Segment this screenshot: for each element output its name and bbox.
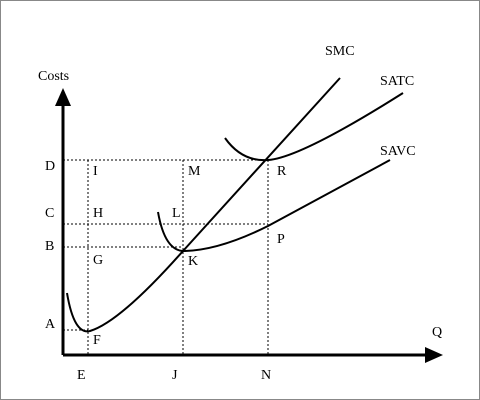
curve-label: SMC [325,44,355,59]
axes [55,88,443,363]
point-label: F [93,333,101,348]
satc-curve [224,92,404,162]
point-label: I [93,164,98,179]
x-axis-label: Q [432,325,442,340]
point-label: L [172,206,181,221]
smc-curve [66,77,341,333]
savc-curve [157,159,391,253]
curve-label: SAVC [380,144,416,159]
point-label: H [93,206,103,221]
point-label: E [77,368,86,383]
point-label: B [45,239,54,254]
point-label: D [45,159,55,174]
point-label: N [261,368,271,383]
point-label: R [277,164,287,179]
point-label: M [188,164,201,179]
y-axis-label: Costs [38,69,69,84]
guides [63,159,269,355]
point-label: C [45,206,54,221]
curve-label: SATC [380,74,414,89]
point-label: P [277,232,285,247]
point-label: J [172,368,178,383]
point-label: K [188,254,198,269]
point-label: G [93,253,103,268]
point-label: A [45,317,56,332]
